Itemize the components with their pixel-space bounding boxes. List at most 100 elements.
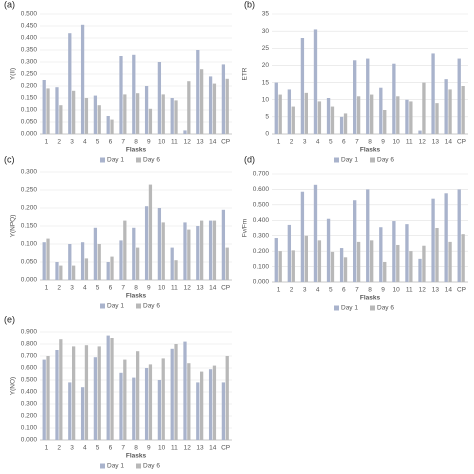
y-tick-label: 0.000 — [21, 437, 38, 444]
bar — [123, 359, 127, 440]
bar — [274, 238, 278, 282]
bar — [144, 206, 149, 280]
legend-label: Day 6 — [377, 305, 394, 312]
y-tick-label: 25 — [262, 45, 270, 52]
x-axis-title: Flasks — [126, 453, 147, 460]
bar — [187, 81, 191, 134]
legend-label: Day 6 — [143, 463, 160, 470]
y-tick-label: 0.300 — [21, 401, 38, 408]
bar — [68, 382, 72, 440]
bar — [225, 78, 229, 134]
y-tick-label: 0.500 — [21, 377, 38, 384]
y-axis-title: Y(II) — [10, 68, 17, 80]
y-tick-label: 0.200 — [21, 413, 38, 420]
panel-label: (b) — [244, 0, 255, 9]
x-tick-label: 4 — [83, 285, 87, 292]
bar — [183, 341, 187, 440]
bar — [72, 346, 76, 440]
bar — [196, 50, 200, 134]
bar — [123, 94, 127, 134]
x-tick-label: 8 — [134, 285, 138, 292]
bar — [353, 200, 357, 282]
y-tick-label: 0.100 — [21, 241, 38, 248]
bar — [418, 130, 422, 134]
x-tick-label: 13 — [432, 287, 440, 294]
x-tick-label: 11 — [171, 445, 178, 452]
x-tick-label: CP — [457, 139, 466, 146]
bar — [383, 261, 387, 282]
bar — [212, 365, 217, 440]
bar — [161, 94, 165, 134]
y-axis-title: Y(NPQ) — [10, 215, 17, 238]
x-tick-label: 10 — [158, 445, 166, 452]
legend-swatch — [100, 463, 105, 469]
bar — [119, 372, 123, 440]
bar — [448, 241, 452, 282]
x-tick-label: 12 — [184, 285, 192, 292]
bar — [313, 184, 318, 282]
x-tick-label: 5 — [329, 139, 333, 146]
x-tick-label: 10 — [158, 285, 166, 292]
y-tick-label: 0.800 — [21, 341, 38, 348]
bar — [444, 193, 448, 282]
bar — [366, 58, 370, 135]
bar — [353, 60, 357, 134]
x-tick-label: 13 — [432, 139, 440, 146]
y-tick-label: 0.700 — [253, 171, 270, 178]
y-tick-label: 0.000 — [21, 277, 38, 284]
y-tick-label: 0.100 — [21, 107, 38, 114]
bar — [59, 265, 63, 280]
bar — [300, 38, 305, 134]
bar — [379, 87, 383, 134]
bar — [343, 257, 348, 282]
bar — [110, 338, 114, 440]
y-tick-label: 0 — [265, 131, 269, 138]
y-tick-label: 0.100 — [21, 425, 38, 432]
bar — [132, 377, 136, 440]
bar — [46, 88, 50, 134]
y-tick-label: 0.200 — [21, 205, 38, 212]
bar — [396, 244, 400, 282]
bar — [212, 83, 217, 134]
bar — [356, 96, 361, 134]
x-tick-label: 9 — [147, 445, 151, 452]
y-tick-label: 0.450 — [21, 23, 38, 30]
bar — [84, 345, 89, 440]
x-tick-label: 11 — [406, 287, 413, 294]
x-tick-label: 6 — [109, 139, 113, 146]
bar — [221, 64, 226, 134]
x-tick-label: 11 — [171, 139, 178, 146]
bar — [317, 240, 322, 282]
legend-label: Day 1 — [341, 157, 358, 164]
bar — [274, 82, 278, 134]
bar — [457, 58, 461, 135]
x-tick-label: 10 — [393, 287, 401, 294]
bar — [161, 358, 165, 440]
x-tick-label: 7 — [355, 287, 359, 294]
bar — [208, 220, 213, 280]
bar — [196, 226, 200, 280]
bar — [330, 106, 335, 134]
x-tick-label: 9 — [147, 285, 151, 292]
x-axis-title: Flasks — [360, 147, 381, 154]
y-tick-label: 0.350 — [21, 47, 38, 54]
bar — [157, 62, 162, 134]
y-tick-label: 0.500 — [21, 11, 38, 18]
panel-label: (d) — [244, 154, 255, 164]
x-tick-label: 5 — [96, 445, 100, 452]
legend-label: Day 6 — [143, 303, 160, 310]
bar — [72, 90, 76, 134]
bar — [431, 53, 435, 134]
bar — [461, 86, 465, 134]
bar — [136, 351, 140, 440]
bar — [409, 251, 413, 282]
y-tick-label: 20 — [262, 62, 270, 69]
bar — [418, 258, 422, 282]
x-tick-label: 6 — [109, 285, 113, 292]
bar — [93, 357, 98, 440]
x-tick-label: CP — [221, 139, 230, 146]
bar — [330, 251, 335, 282]
bar — [339, 116, 344, 134]
x-tick-label: 6 — [342, 139, 346, 146]
x-tick-label: 11 — [406, 139, 413, 146]
